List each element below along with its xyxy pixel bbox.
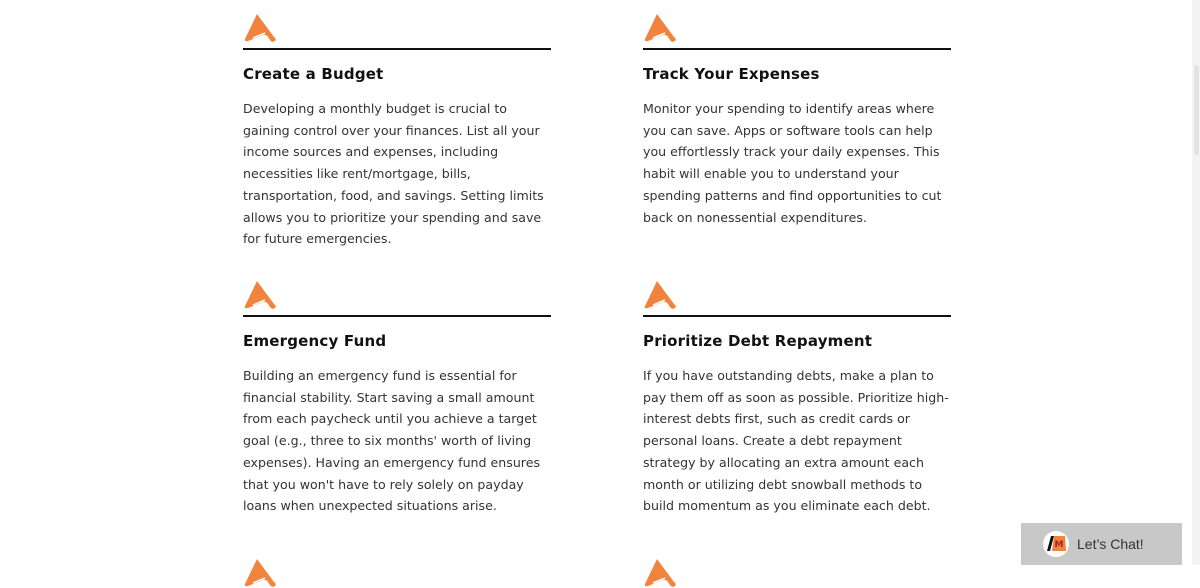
card-title: Create a Budget [243,65,384,83]
lets-chat-button[interactable]: M Let’s Chat! [1021,523,1182,565]
arrow-peak-icon [243,558,277,588]
chat-label: Let’s Chat! [1077,536,1144,552]
card-body: Developing a monthly budget is crucial t… [243,101,544,247]
svg-text:M: M [1055,540,1064,550]
card-title: Prioritize Debt Repayment [643,332,873,350]
card-body: Monitor your spending to identify areas … [643,101,942,225]
chat-logo-icon: M [1043,531,1069,557]
arrow-peak-icon [643,13,677,43]
divider [643,315,951,317]
arrow-peak-icon [243,13,277,43]
divider [243,315,551,317]
card-title: Emergency Fund [243,332,387,350]
divider [643,48,951,50]
card-body: Building an emergency fund is essential … [243,368,541,514]
divider [243,48,551,50]
scrollbar-thumb[interactable] [1194,65,1199,155]
card-body: If you have outstanding debts, make a pl… [643,368,949,514]
arrow-peak-icon [243,280,277,310]
scrollbar[interactable] [1192,0,1200,565]
arrow-peak-icon [643,280,677,310]
card-title: Track Your Expenses [643,65,820,83]
arrow-peak-icon [643,558,677,588]
